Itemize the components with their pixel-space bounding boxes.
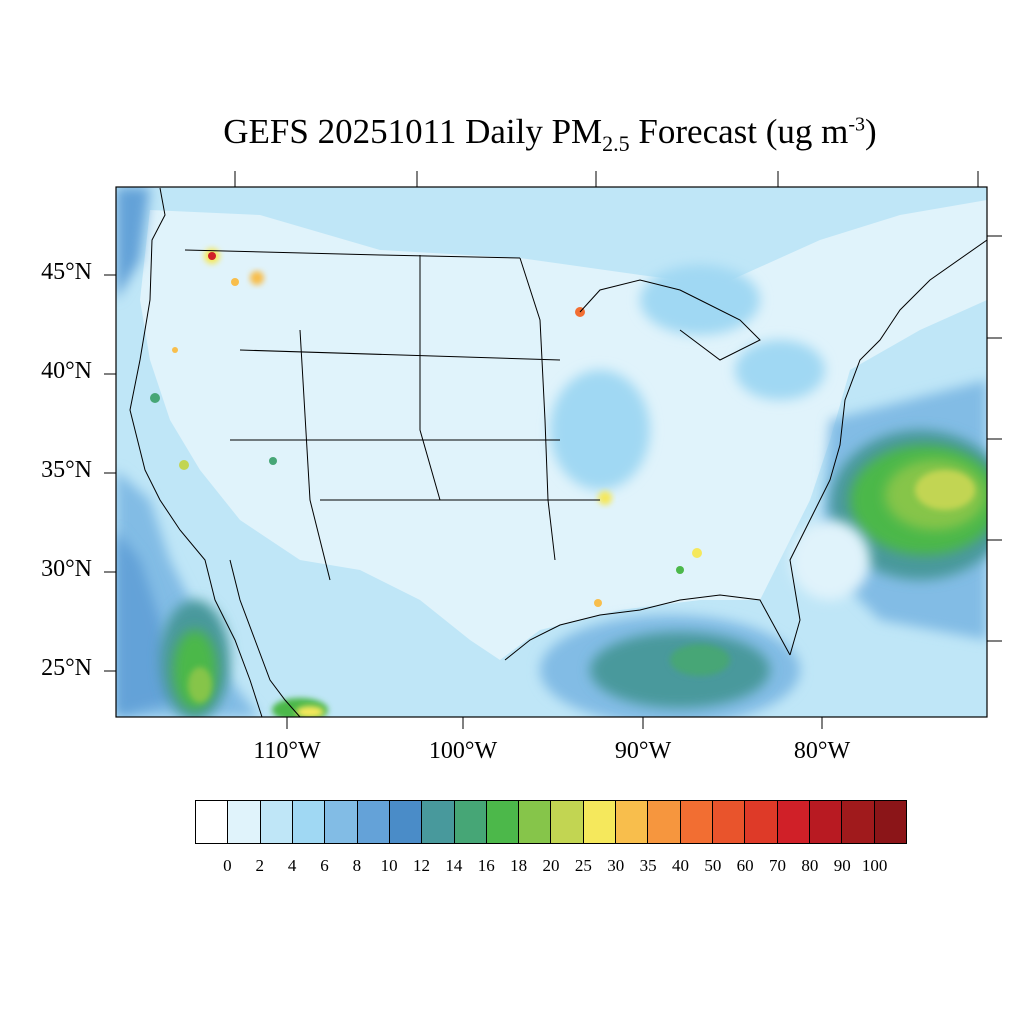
colorbar-cell bbox=[713, 801, 746, 843]
colorbar-cell bbox=[228, 801, 261, 843]
colorbar-tick-label: 12 bbox=[413, 856, 431, 875]
colorbar-tick-label: 0 bbox=[223, 856, 232, 875]
colorbar-cell bbox=[454, 801, 487, 843]
lat-label-45n: 45°N bbox=[41, 259, 92, 285]
colorbar-tick-label: 35 bbox=[639, 856, 657, 875]
lon-label-100w: 100°W bbox=[428, 738, 498, 764]
colorbar-tick-label: 70 bbox=[769, 856, 787, 875]
colorbar-cell bbox=[551, 801, 584, 843]
colorbar-tick-label: 20 bbox=[542, 856, 560, 875]
colorbar-cell bbox=[389, 801, 423, 843]
colorbar-tick-label: 40 bbox=[671, 856, 689, 875]
colorbar-cell bbox=[874, 801, 906, 843]
lat-label-25n: 25°N bbox=[41, 655, 92, 681]
colorbar-tick-label: 14 bbox=[445, 856, 463, 875]
colorbar-tick-label: 4 bbox=[287, 856, 297, 875]
colorbar-tick-label: 100 bbox=[861, 856, 888, 875]
lat-label-35n: 35°N bbox=[41, 457, 92, 483]
colorbar-cell bbox=[357, 801, 390, 843]
colorbar-cell bbox=[486, 801, 520, 843]
colorbar-cell bbox=[745, 801, 778, 843]
colorbar-tick-label: 2 bbox=[255, 856, 264, 875]
colorbar-cell bbox=[325, 801, 358, 843]
lat-label-40n: 40°N bbox=[41, 358, 92, 384]
colorbar-cell bbox=[260, 801, 293, 843]
lon-label-80w: 80°W bbox=[793, 738, 851, 764]
map-title: GEFS 20251011 Daily PM2.5 Forecast (ug m… bbox=[0, 112, 1024, 157]
colorbar-cell bbox=[809, 801, 843, 843]
colorbar-tick-label: 8 bbox=[352, 856, 362, 875]
colorbar-cell bbox=[422, 801, 455, 843]
title-superscript: -3 bbox=[848, 113, 866, 136]
colorbar-cell bbox=[616, 801, 649, 843]
colorbar-cell bbox=[519, 801, 552, 843]
colorbar-tick-label: 6 bbox=[320, 856, 329, 875]
lon-label-110w: 110°W bbox=[253, 738, 321, 764]
colorbar-cell bbox=[648, 801, 681, 843]
colorbar-cell bbox=[292, 801, 326, 843]
colorbar-tick-label: 60 bbox=[736, 856, 754, 875]
lon-label-90w: 90°W bbox=[614, 738, 672, 764]
colorbar-tick-label: 18 bbox=[510, 856, 528, 875]
colorbar-tick-label: 50 bbox=[704, 856, 722, 875]
colorbar-cell bbox=[196, 801, 229, 843]
colorbar-tick-label: 30 bbox=[607, 856, 625, 875]
title-prefix: GEFS 20251011 Daily PM bbox=[223, 112, 603, 151]
colorbar-tick-label: 25 bbox=[574, 856, 592, 875]
title-subscript: 2.5 bbox=[602, 131, 630, 156]
colorbar-tick-label: 16 bbox=[477, 856, 495, 875]
title-suffix: ) bbox=[865, 112, 877, 151]
colorbar-tick-label: 90 bbox=[833, 856, 851, 875]
colorbar bbox=[195, 800, 907, 844]
title-middle: Forecast (ug m bbox=[629, 112, 849, 151]
colorbar-tick-label: 80 bbox=[801, 856, 819, 875]
colorbar-cell bbox=[680, 801, 713, 843]
colorbar-cell bbox=[583, 801, 617, 843]
colorbar-cell bbox=[777, 801, 810, 843]
colorbar-cell bbox=[842, 801, 875, 843]
lat-label-30n: 30°N bbox=[41, 556, 92, 582]
colorbar-tick-label: 10 bbox=[380, 856, 398, 875]
